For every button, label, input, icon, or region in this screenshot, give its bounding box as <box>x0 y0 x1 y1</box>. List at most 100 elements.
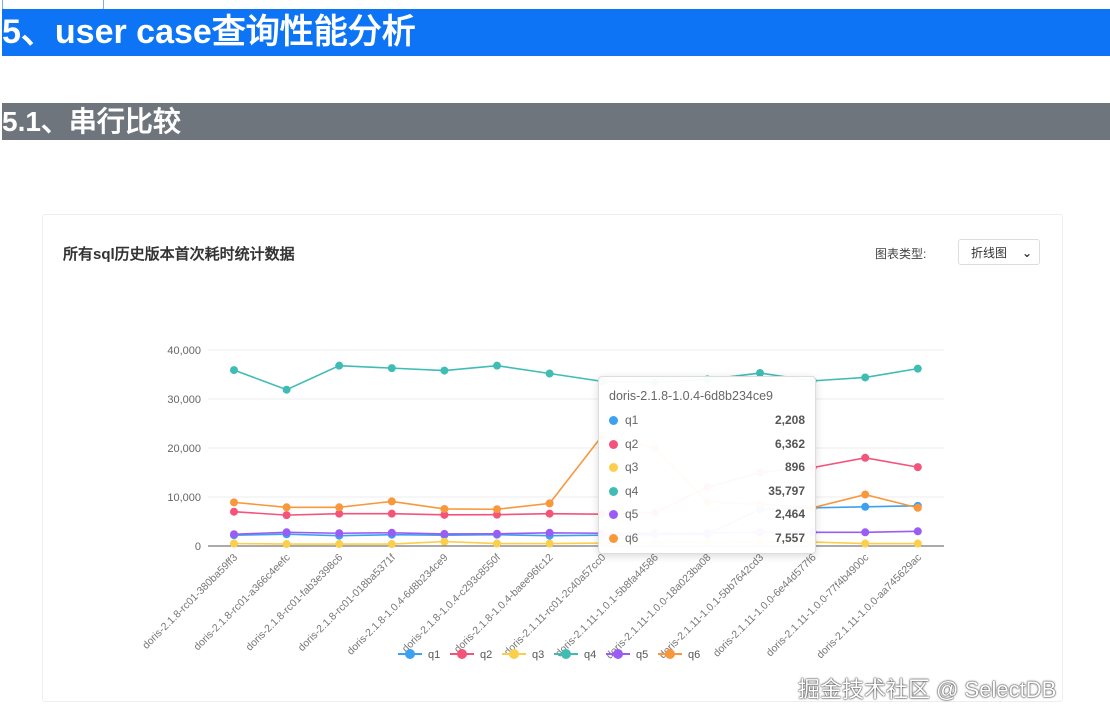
data-point[interactable] <box>861 490 870 499</box>
data-point[interactable] <box>387 509 396 518</box>
data-point[interactable] <box>387 497 396 506</box>
x-tick-label: doris-2.1.8-rc01-018ba5371f <box>296 552 398 654</box>
x-tick-label: doris-2.1.8-1.0.4-6d8b234ce9 <box>345 552 451 658</box>
data-point[interactable] <box>387 528 396 537</box>
tooltip-series-value: 896 <box>784 460 805 474</box>
legend-label: q5 <box>636 649 648 661</box>
data-point[interactable] <box>230 498 238 507</box>
data-point[interactable] <box>493 529 501 538</box>
series-dot-icon <box>609 510 618 519</box>
chart-type-value: 折线图 <box>971 246 1008 260</box>
tooltip-series-value: 6,362 <box>774 436 805 451</box>
series-q6 <box>230 431 922 514</box>
tooltip-series-value: 2,208 <box>774 413 805 427</box>
legend-item-q3[interactable]: q3 <box>502 649 544 661</box>
x-tick-label: doris-2.1.11-rc01-2c40a57cc0 <box>502 552 609 659</box>
data-point[interactable] <box>861 528 870 537</box>
data-point[interactable] <box>335 529 344 538</box>
data-point[interactable] <box>493 505 501 514</box>
data-point[interactable] <box>335 509 344 518</box>
data-point[interactable] <box>545 369 554 378</box>
y-tick-label: 10,000 <box>167 492 201 504</box>
y-tick-label: 30,000 <box>167 394 201 406</box>
y-tick-label: 20,000 <box>167 443 201 455</box>
legend-label: q2 <box>480 649 492 661</box>
data-point[interactable] <box>545 509 554 518</box>
data-point[interactable] <box>387 364 396 373</box>
y-tick-label: 0 <box>195 541 201 553</box>
tooltip-series-name: q3 <box>625 460 639 474</box>
x-tick-label: doris-2.1.8-rc01-fab3e398c6 <box>244 552 346 654</box>
series-dot-icon <box>609 533 618 543</box>
series-dot-icon <box>609 486 618 496</box>
tooltip-title: doris-2.1.8-1.0.4-6d8b234ce9 <box>609 389 774 403</box>
data-point[interactable] <box>230 507 238 516</box>
data-point[interactable] <box>282 540 291 549</box>
data-point[interactable] <box>493 361 501 370</box>
data-point[interactable] <box>440 537 449 546</box>
tooltip-row: q1 2,208 <box>609 411 805 431</box>
data-point[interactable] <box>440 366 449 375</box>
data-point[interactable] <box>913 503 922 512</box>
tooltip-series-name: q6 <box>625 530 639 545</box>
legend-item-q4[interactable]: q4 <box>554 649 596 661</box>
data-point[interactable] <box>440 529 449 538</box>
legend-item-q5[interactable]: q5 <box>606 649 648 661</box>
legend-item-q1[interactable]: q1 <box>398 649 440 661</box>
data-point[interactable] <box>545 528 554 537</box>
chart-tooltip: doris-2.1.8-1.0.4-6d8b234ce9 q1 2,208 q2… <box>598 376 816 554</box>
data-point[interactable] <box>913 364 922 373</box>
data-point[interactable] <box>913 463 922 472</box>
legend-item-q2[interactable]: q2 <box>450 649 492 661</box>
tooltip-series-value: 7,557 <box>774 530 805 545</box>
data-point[interactable] <box>230 530 238 539</box>
data-point[interactable] <box>861 453 870 462</box>
legend-label: q3 <box>532 649 544 661</box>
data-point[interactable] <box>545 499 554 508</box>
chart-type-label: 图表类型: <box>875 247 927 261</box>
x-tick-label: doris-2.1.11-1.0.0-77f4b4900c <box>764 552 871 659</box>
data-point[interactable] <box>335 361 344 370</box>
data-point[interactable] <box>282 528 291 537</box>
legend-label: q6 <box>688 649 700 661</box>
legend-marker-icon <box>405 649 415 659</box>
tooltip-series-name: q4 <box>625 483 639 498</box>
data-point[interactable] <box>861 502 870 511</box>
data-point[interactable] <box>440 504 449 513</box>
data-point[interactable] <box>230 539 238 548</box>
x-tick-label: doris-2.1.8-rc01-380ba59ff3 <box>140 552 240 652</box>
series-dot-icon <box>609 416 618 425</box>
section-heading: 5、user case查询性能分析 <box>2 9 1110 56</box>
data-point[interactable] <box>913 527 922 536</box>
legend-label: q4 <box>584 649 596 661</box>
data-point[interactable] <box>861 539 870 548</box>
chart-type-select[interactable]: 折线图 ⌄ <box>958 239 1040 265</box>
x-tick-label: doris-2.1.8-1.0.4-baee96fc12 <box>452 552 556 656</box>
legend-marker-icon <box>457 649 467 659</box>
data-point[interactable] <box>440 510 449 519</box>
data-point[interactable] <box>230 366 238 375</box>
data-point[interactable] <box>282 511 291 520</box>
data-point[interactable] <box>913 539 922 548</box>
x-tick-label: doris-2.1.8-1.0.4-c293c8550f <box>400 552 503 655</box>
subsection-heading: 5.1、串行比较 <box>2 103 1110 140</box>
legend-item-q6[interactable]: q6 <box>658 649 700 661</box>
series-q4 <box>230 361 922 394</box>
legend-marker-icon <box>613 649 623 659</box>
data-point[interactable] <box>545 539 554 548</box>
data-point[interactable] <box>335 540 344 549</box>
data-point[interactable] <box>335 503 344 512</box>
data-point[interactable] <box>756 369 764 378</box>
data-point[interactable] <box>861 373 870 382</box>
x-tick-label: doris-2.1.11-1.0.0-18a023ba08 <box>604 552 714 662</box>
legend-label: q1 <box>428 649 440 661</box>
data-point[interactable] <box>282 503 291 512</box>
chart-card: 所有sql历史版本首次耗时统计数据 图表类型: 折线图 ⌄ <box>42 214 1063 702</box>
data-point[interactable] <box>387 540 396 549</box>
tooltip-row: q4 35,797 <box>609 482 805 502</box>
data-point[interactable] <box>493 539 501 548</box>
series-q2 <box>230 453 922 520</box>
data-point[interactable] <box>282 385 291 394</box>
x-tick-label: doris-2.1.8-rc01-a366c4eefc <box>191 552 292 653</box>
